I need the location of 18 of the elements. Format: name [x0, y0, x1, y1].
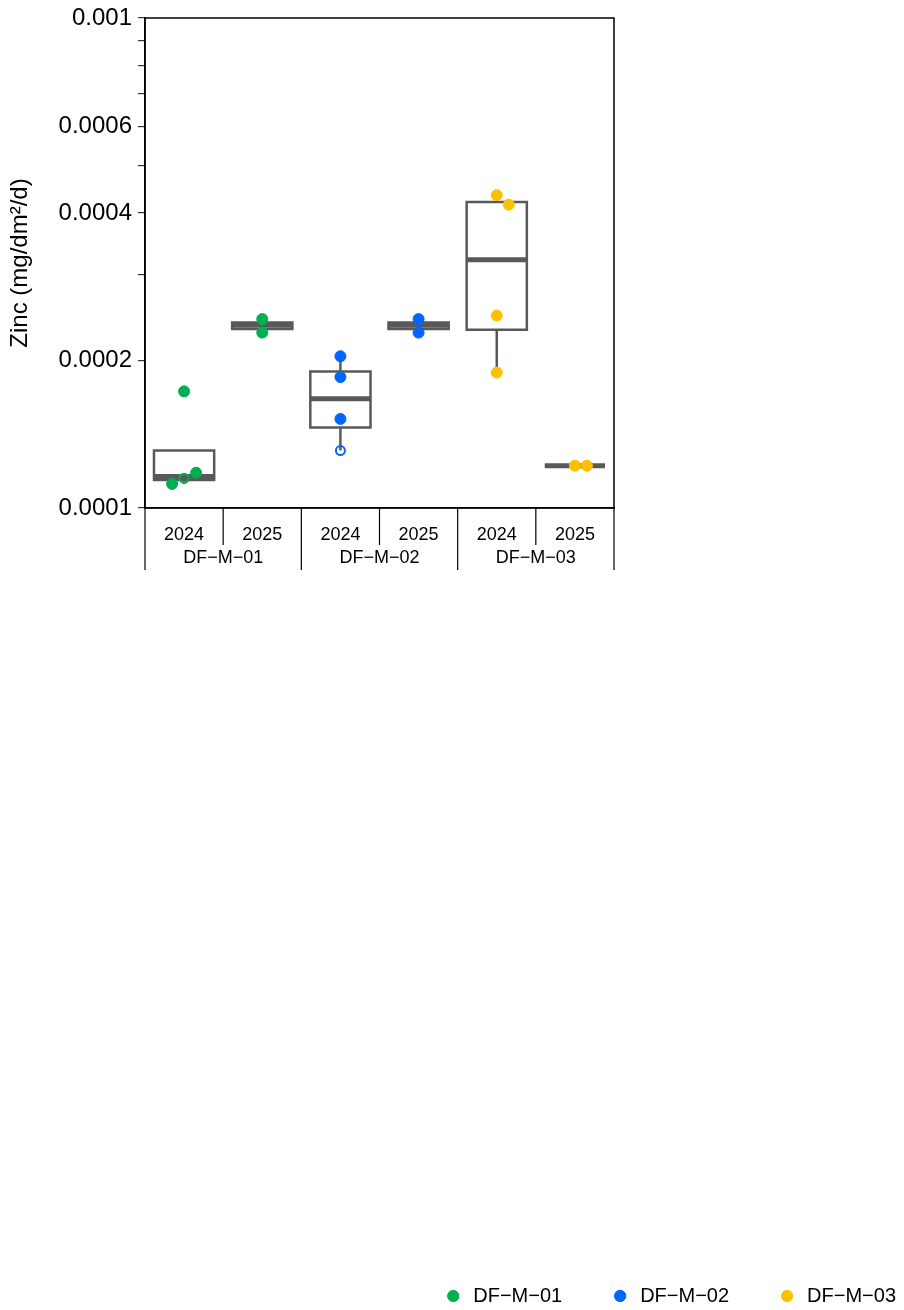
legend-label: DF−M−03	[807, 1283, 897, 1306]
y-tick-label: 0.0004	[58, 197, 132, 225]
legend-label: DF−M−02	[640, 1283, 730, 1306]
y-tick-label: 0.001	[71, 2, 132, 30]
text: DF−M−02	[339, 546, 420, 567]
x-tick-label: 2024	[476, 523, 517, 544]
y-tick-label: 0.0001	[58, 492, 132, 520]
x-tick-label: 2025	[398, 523, 439, 544]
text: DF−M−01	[183, 546, 264, 567]
x-tick-label: 2024	[320, 523, 361, 544]
x-tick-label: 2025	[554, 523, 595, 544]
x-tick-label: 2025	[242, 523, 283, 544]
legend-label: DF−M−01	[473, 1283, 563, 1306]
x-tick-label: 2024	[164, 523, 205, 544]
y-axis-title: Zinc (mg/dm²/d)	[5, 178, 33, 348]
y-tick-label: 0.0006	[58, 111, 132, 139]
text: DF−M−03	[495, 546, 576, 567]
y-tick-label: 0.0002	[58, 345, 132, 373]
